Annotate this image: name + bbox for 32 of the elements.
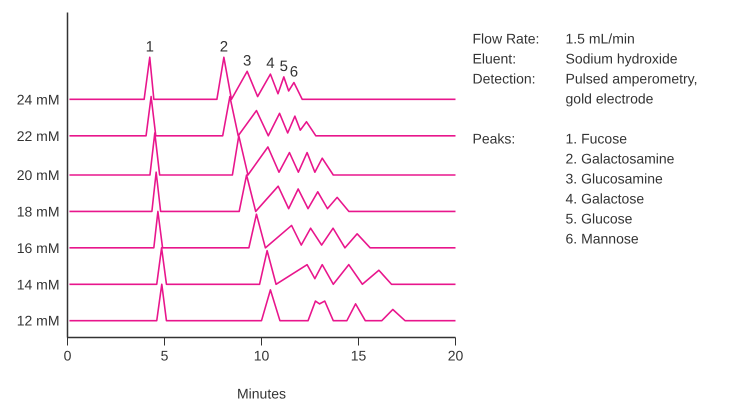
text: Flow Rate: [472,30,540,46]
x-tick-label: 0 [64,348,72,364]
annotation: 2 [220,38,228,56]
x-tick-label: 5 [160,348,169,364]
annotation: 3 [242,52,252,70]
series-label: 20 mM [16,167,60,183]
text: 4. Galactose [566,190,644,206]
series-label: 22 mM [16,128,60,144]
text: 5. Glucose [566,210,633,226]
x-tick-label: 10 [254,348,270,364]
text: 3. Glucosamine [566,170,663,186]
text: Sodium hydroxide [566,50,678,66]
text: 6. Mannose [566,230,639,246]
x-tick-label: 20 [448,348,464,364]
series-label: 14 mM [16,276,60,292]
text: Peaks: [472,130,516,146]
annotation: 6 [290,64,298,81]
series-label: 16 mM [16,240,60,256]
annotation: 4 [266,55,275,72]
text: Eluent: [472,50,516,66]
text: 2. Galactosamine [566,150,675,166]
text: Pulsed amperometry, gold electrode [566,70,698,106]
series-label: 18 mM [16,203,60,220]
series-label: 24 mM [16,91,60,108]
annotation: 1 [146,38,154,56]
x-tick-label: 15 [350,348,366,364]
x-axis-title: Minutes [236,386,286,402]
text: 1.5 mL/min [566,30,635,46]
text: 1. Fucose [566,130,628,146]
text: Detection: [472,70,536,86]
series-label: 12 mM [16,312,60,329]
annotation: 5 [280,58,288,75]
